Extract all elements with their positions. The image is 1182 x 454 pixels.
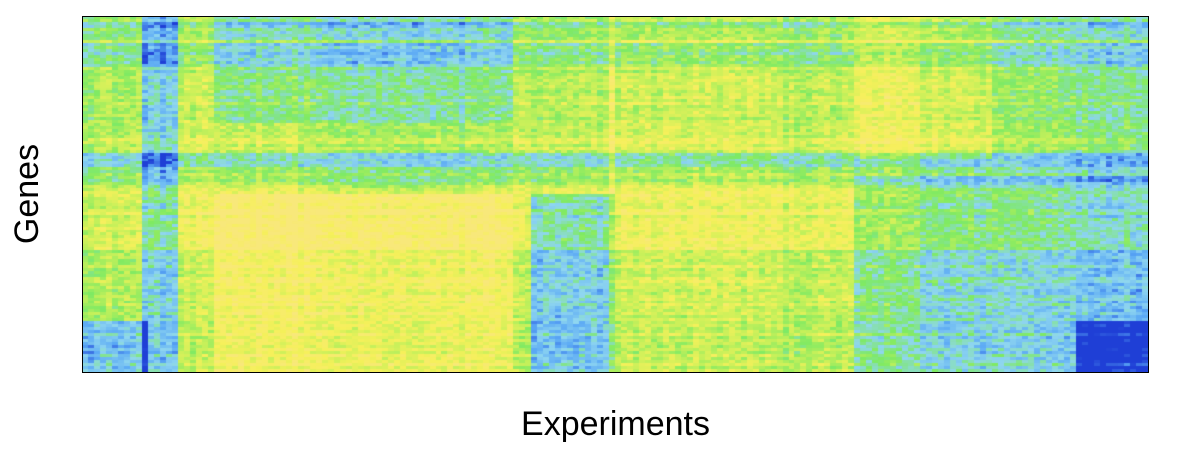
y-axis-label: Genes bbox=[8, 143, 46, 245]
x-axis-label: Experiments bbox=[521, 405, 710, 443]
heatmap-cells bbox=[83, 17, 1148, 372]
